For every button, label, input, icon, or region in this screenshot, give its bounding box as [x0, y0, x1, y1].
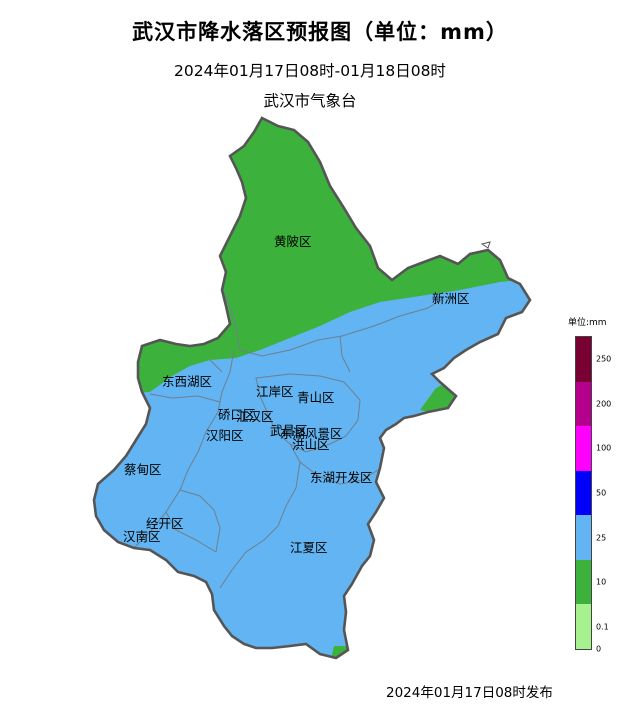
- legend-title: 单位:mm: [568, 318, 607, 328]
- label-qiaokou: 硚口区: [218, 407, 256, 422]
- forecast-period: 2024年01月17日08时-01月18日08时: [174, 62, 446, 80]
- label-jiangan: 江岸区: [256, 384, 294, 399]
- legend-swatch: [576, 470, 591, 516]
- legend-tick-label: 250: [596, 354, 612, 364]
- legend-tick-label: 100: [596, 443, 612, 453]
- legend-swatch: [576, 604, 591, 650]
- legend-swatch: [576, 337, 591, 383]
- label-jiangxia: 江夏区: [290, 540, 328, 555]
- legend-tick-label: 0.1: [596, 622, 609, 632]
- label-caidian: 蔡甸区: [124, 462, 162, 477]
- label-hannan: 汉南区: [123, 529, 161, 544]
- islet: [480, 241, 491, 249]
- map-title: 武汉市降水落区预报图（单位：mm）: [132, 20, 508, 44]
- label-xinzhou: 新洲区: [432, 291, 470, 306]
- legend-tick-label: 10: [596, 577, 607, 587]
- label-wuchang: 武昌区: [270, 423, 308, 438]
- precipitation-legend: 250 200 100 50 25 10 0.1 0: [575, 336, 611, 654]
- district-boundaries: [133, 291, 445, 589]
- label-jingkai: 经开区: [146, 516, 184, 531]
- issuing-agency: 武汉市气象台: [263, 92, 357, 110]
- label-qingshan: 青山区: [297, 390, 335, 405]
- rain-zone-south-25-50mm: [330, 646, 356, 658]
- label-hanyang: 汉阳区: [206, 428, 244, 443]
- published-time: 2024年01月17日08时发布: [386, 685, 553, 701]
- label-dongxihu: 东西湖区: [162, 374, 212, 389]
- label-donghukaifa: 东湖开发区: [310, 470, 373, 485]
- legend-tick-label: 200: [596, 399, 612, 409]
- legend-swatch: [576, 381, 591, 427]
- legend-tick-label: 0: [596, 644, 602, 654]
- label-huangpi: 黄陂区: [274, 234, 312, 249]
- label-jianghan: 江汉区: [236, 409, 274, 424]
- label-hongshan: 洪山区: [292, 437, 330, 452]
- legend-swatch: [576, 559, 591, 605]
- legend-swatch: [576, 426, 591, 472]
- legend-swatch: [576, 515, 591, 561]
- legend-tick-label: 50: [596, 488, 607, 498]
- legend-tick-label: 25: [596, 533, 607, 543]
- label-fengjing: 东湖风景区: [280, 426, 343, 441]
